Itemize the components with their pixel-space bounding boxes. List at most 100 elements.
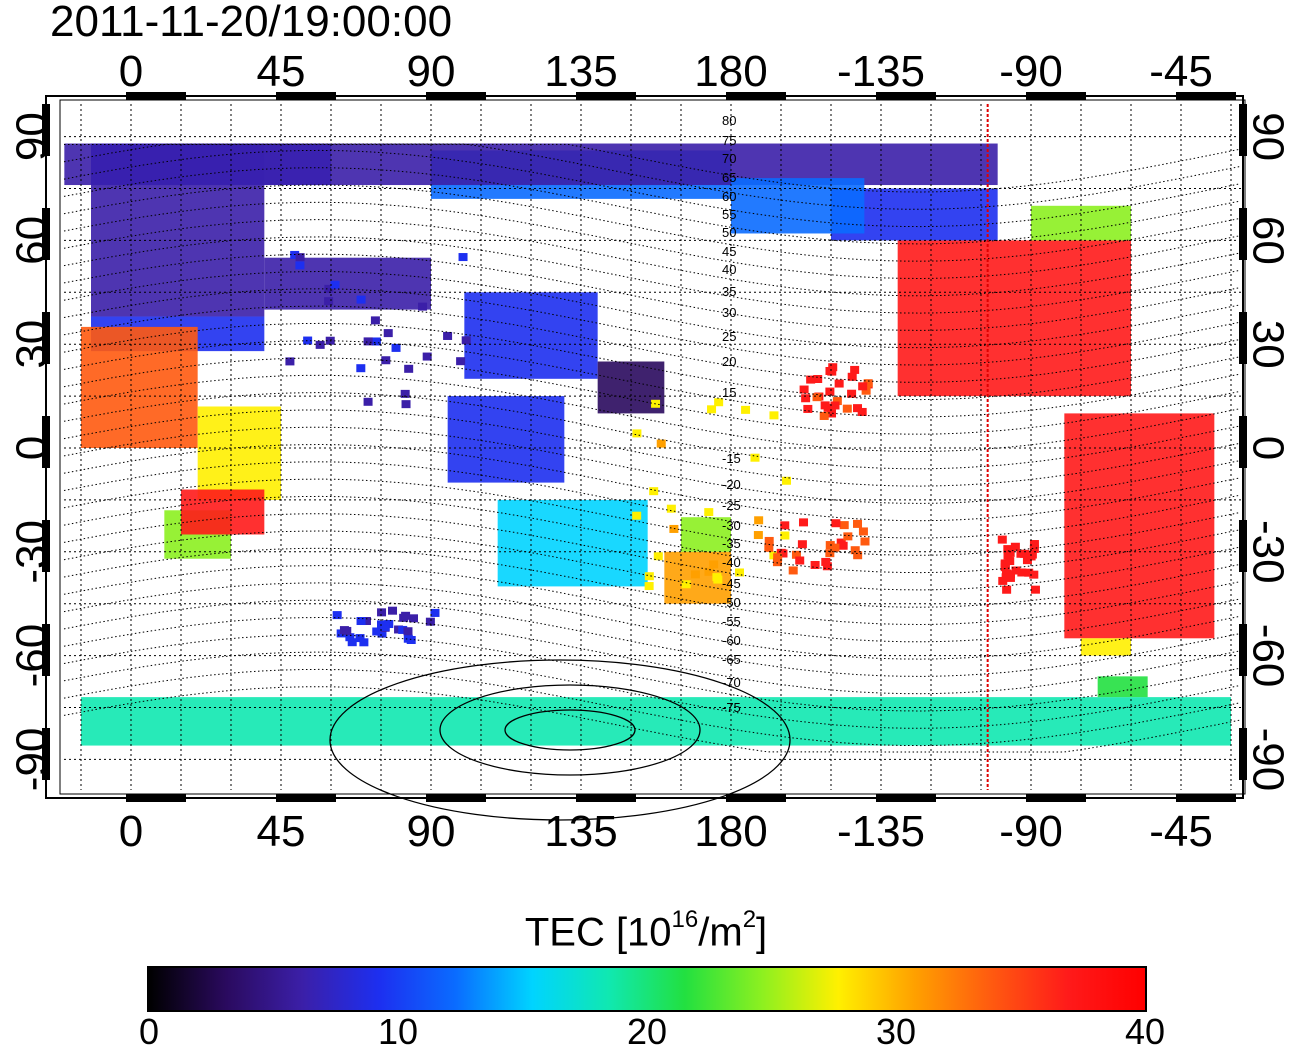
frame-tick [426,92,486,100]
contour-label: 75 [722,133,736,148]
right-lat-label: 0 [1244,436,1292,460]
tec-data-point [315,340,325,349]
contour-line [63,668,1241,747]
frame-tick [1239,208,1247,260]
top-lon-label: 45 [257,47,306,96]
contour-line [63,374,1241,453]
tec-data-point [753,531,763,540]
tec-data-point [666,504,676,513]
tec-data-point [347,638,357,647]
tec-data-point [847,372,857,381]
tec-data-point [1029,544,1039,553]
tec-data-point [780,531,790,540]
contour-label: -15 [722,451,741,466]
frame-tick [276,794,336,802]
left-lat-label: 0 [8,436,57,460]
frame-tick [1239,104,1247,156]
tec-data-point [406,635,416,644]
contour-label: -45 [722,576,741,591]
top-lon-label: 0 [119,47,143,96]
tec-data-point [769,411,779,420]
left-lat-label: -30 [8,520,57,584]
tec-data-point [997,535,1007,544]
tec-data-point [754,516,764,525]
frame-tick [1239,624,1247,676]
tec-data-point [813,374,823,383]
tec-data-point [295,253,305,262]
frame-tick [1176,794,1236,802]
frame-tick [426,794,486,802]
tec-data-point [656,439,666,448]
contour-label: -40 [722,555,741,570]
tec-data-point [359,638,369,647]
frame-tick [1239,520,1247,572]
tec-data-patch [264,257,431,310]
colorbar-tick-label: 10 [377,1011,419,1052]
tec-data-point [709,560,719,569]
tec-data-patch [447,396,565,483]
contour-layer: 8075706560555045403530252015-15-20-25-30… [63,113,1241,821]
tec-data-point [377,629,387,638]
tec-data-point [381,356,391,365]
contour-line [63,599,1241,677]
colorbar [147,966,1147,1012]
contour-line [63,149,1241,228]
frame-tick [276,92,336,100]
tec-data-point [858,527,868,536]
colorbar-tick-label: 40 [1124,1011,1166,1052]
bottom-lon-label: 90 [407,807,456,856]
contour-label: -35 [722,536,741,551]
contour-label: 20 [722,354,736,369]
tec-data-point [324,284,334,293]
contour-label: 15 [722,385,736,400]
tec-data-point [332,611,342,620]
contour-label: 80 [722,113,736,128]
tec-data-point [370,316,380,325]
frame-tick [876,92,936,100]
tec-data-point [653,552,663,561]
tec-data-point [398,625,408,634]
tec-data-point [371,337,381,346]
tec-data-point [404,364,414,373]
contour-line [63,582,1241,660]
tec-data-point [857,407,867,416]
tec-data-point [791,550,801,559]
tec-data-point [788,566,798,575]
tec-data-point [825,541,835,550]
timestamp-title: 2011-11-20/19:00:00 [50,0,453,46]
tec-data-point [363,337,373,346]
tec-data-point [853,519,863,528]
tec-data-point [858,382,868,391]
contour-line [63,392,1241,470]
tec-data-point [1017,568,1027,577]
tec-data-point [391,343,401,352]
frame-tick [1239,312,1247,364]
tec-data-patch [81,697,731,746]
tec-data-point [803,404,813,413]
contour-line [63,495,1241,574]
right-lat-label: 30 [1244,320,1292,369]
grid-layer [64,104,1241,790]
frame-tick [42,416,50,468]
frame-tick [1176,92,1236,100]
tec-data-point [644,572,654,581]
colorbar-tick-label: 20 [626,1011,668,1052]
contour-line [63,409,1241,487]
contour-line [439,684,701,776]
tec-data-point [853,404,863,413]
tec-data-patch [181,489,265,535]
contour-label: 30 [722,305,736,320]
bottom-lon-label: 0 [119,807,143,856]
tec-data-point [422,352,432,361]
tec-data-point [847,389,857,398]
bottom-lon-label: 45 [257,807,306,856]
contour-label: 50 [722,225,736,240]
tec-data-point [324,297,334,306]
contour-line [63,461,1241,539]
frame-tick [1026,92,1086,100]
contour-line [63,426,1241,504]
tec-data-patch [197,406,281,500]
tec-data-point [853,551,863,560]
contour-line [329,659,791,821]
tec-data-point [1000,560,1010,569]
